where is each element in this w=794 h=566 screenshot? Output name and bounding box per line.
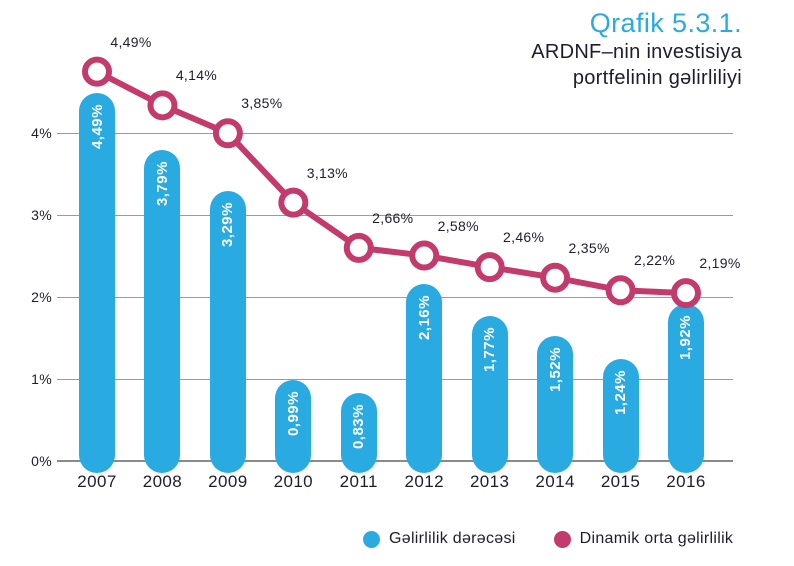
line-value-label: 4,49% xyxy=(110,33,152,50)
legend-label-bar-series: Gəlirlilik dərəcəsi xyxy=(389,530,516,547)
line-marker-icon xyxy=(343,232,374,263)
line-value-label: 2,46% xyxy=(503,229,545,246)
chart-subtitle-line1: ARDNF–nin investisiya xyxy=(531,41,742,64)
line-value-label: 2,22% xyxy=(633,252,676,269)
x-axis-label-2008: 2008 xyxy=(142,472,183,491)
bar-2015: 1,24% xyxy=(602,359,639,473)
line-marker-icon xyxy=(147,90,178,121)
x-axis-label-2010: 2010 xyxy=(273,472,314,491)
chart-title-block: Qrafik 5.3.1. ARDNF–nin investisiya port… xyxy=(531,8,742,91)
gridline xyxy=(57,297,733,298)
x-axis-label-2015: 2015 xyxy=(600,472,641,491)
gridline xyxy=(57,133,733,134)
chart-legend: Gəlirlilik dərəcəsi Dinamik orta gəlirli… xyxy=(363,530,733,548)
line-value-label: 3,13% xyxy=(306,164,348,181)
bar-value-label: 3,79% xyxy=(153,161,171,207)
x-axis-label-2013: 2013 xyxy=(469,472,510,491)
bar-2008: 3,79% xyxy=(144,150,181,473)
bar-value-label: 1,24% xyxy=(612,370,630,416)
x-axis-line xyxy=(57,460,733,462)
bar-2012: 2,16% xyxy=(406,283,443,473)
y-tick-label: 2% xyxy=(31,289,52,305)
bar-2009: 3,29% xyxy=(209,191,246,473)
bar-2010: 0,99% xyxy=(275,379,312,473)
x-axis-label-2012: 2012 xyxy=(404,472,444,491)
bar-2014: 1,52% xyxy=(537,336,574,473)
legend-item-bar-series: Gəlirlilik dərəcəsi xyxy=(363,530,516,548)
y-tick-label: 3% xyxy=(31,207,52,223)
line-value-label: 2,19% xyxy=(699,255,741,272)
bar-2013: 1,77% xyxy=(471,315,508,473)
bar-2011: 0,83% xyxy=(340,392,377,473)
y-tick-label: 0% xyxy=(31,453,52,469)
line-marker-icon xyxy=(605,275,636,306)
x-axis-label-2016: 2016 xyxy=(666,472,706,491)
bar-value-label: 3,29% xyxy=(219,202,237,248)
bar-value-label: 1,92% xyxy=(677,314,695,360)
bar-value-label: 0,83% xyxy=(350,403,368,449)
bar-value-label: 2,16% xyxy=(415,294,433,340)
legend-item-line-series: Dinamik orta gəlirlilik xyxy=(553,530,734,548)
line-marker-icon xyxy=(82,56,112,87)
x-axis-label-2009: 2009 xyxy=(208,472,248,491)
bar-value-label: 1,52% xyxy=(546,347,564,393)
x-axis-label-2011: 2011 xyxy=(339,472,378,491)
line-marker-icon xyxy=(540,262,571,293)
line-marker-icon xyxy=(278,187,309,218)
trend-line xyxy=(94,68,689,297)
chart-number-title: Qrafik 5.3.1. xyxy=(589,8,742,38)
x-axis-label-2014: 2014 xyxy=(535,472,575,491)
x-axis-label-2007: 2007 xyxy=(77,472,117,491)
legend-dot-pink-icon xyxy=(553,530,571,548)
y-tick-label: 1% xyxy=(31,371,52,387)
bar-value-label: 0,99% xyxy=(284,390,302,436)
y-tick-label: 4% xyxy=(31,125,52,141)
bar-value-label: 1,77% xyxy=(481,326,499,372)
line-value-label: 4,14% xyxy=(175,67,218,84)
legend-dot-blue-icon xyxy=(363,530,380,548)
bar-2016: 1,92% xyxy=(667,303,704,473)
line-value-label: 2,66% xyxy=(372,209,414,226)
line-marker-icon xyxy=(670,278,701,309)
line-value-label: 2,58% xyxy=(437,217,479,234)
line-value-label: 3,85% xyxy=(241,95,283,112)
bar-2007: 4,49% xyxy=(79,92,115,473)
chart-subtitle-line2: portfelinin gəlirliliyi xyxy=(572,67,742,90)
line-marker-icon xyxy=(474,252,505,283)
line-value-label: 2,35% xyxy=(568,239,610,256)
legend-label-line-series: Dinamik orta gəlirlilik xyxy=(579,530,734,547)
bar-value-label: 4,49% xyxy=(88,103,106,149)
line-marker-icon xyxy=(409,240,440,271)
gridline xyxy=(57,379,733,380)
